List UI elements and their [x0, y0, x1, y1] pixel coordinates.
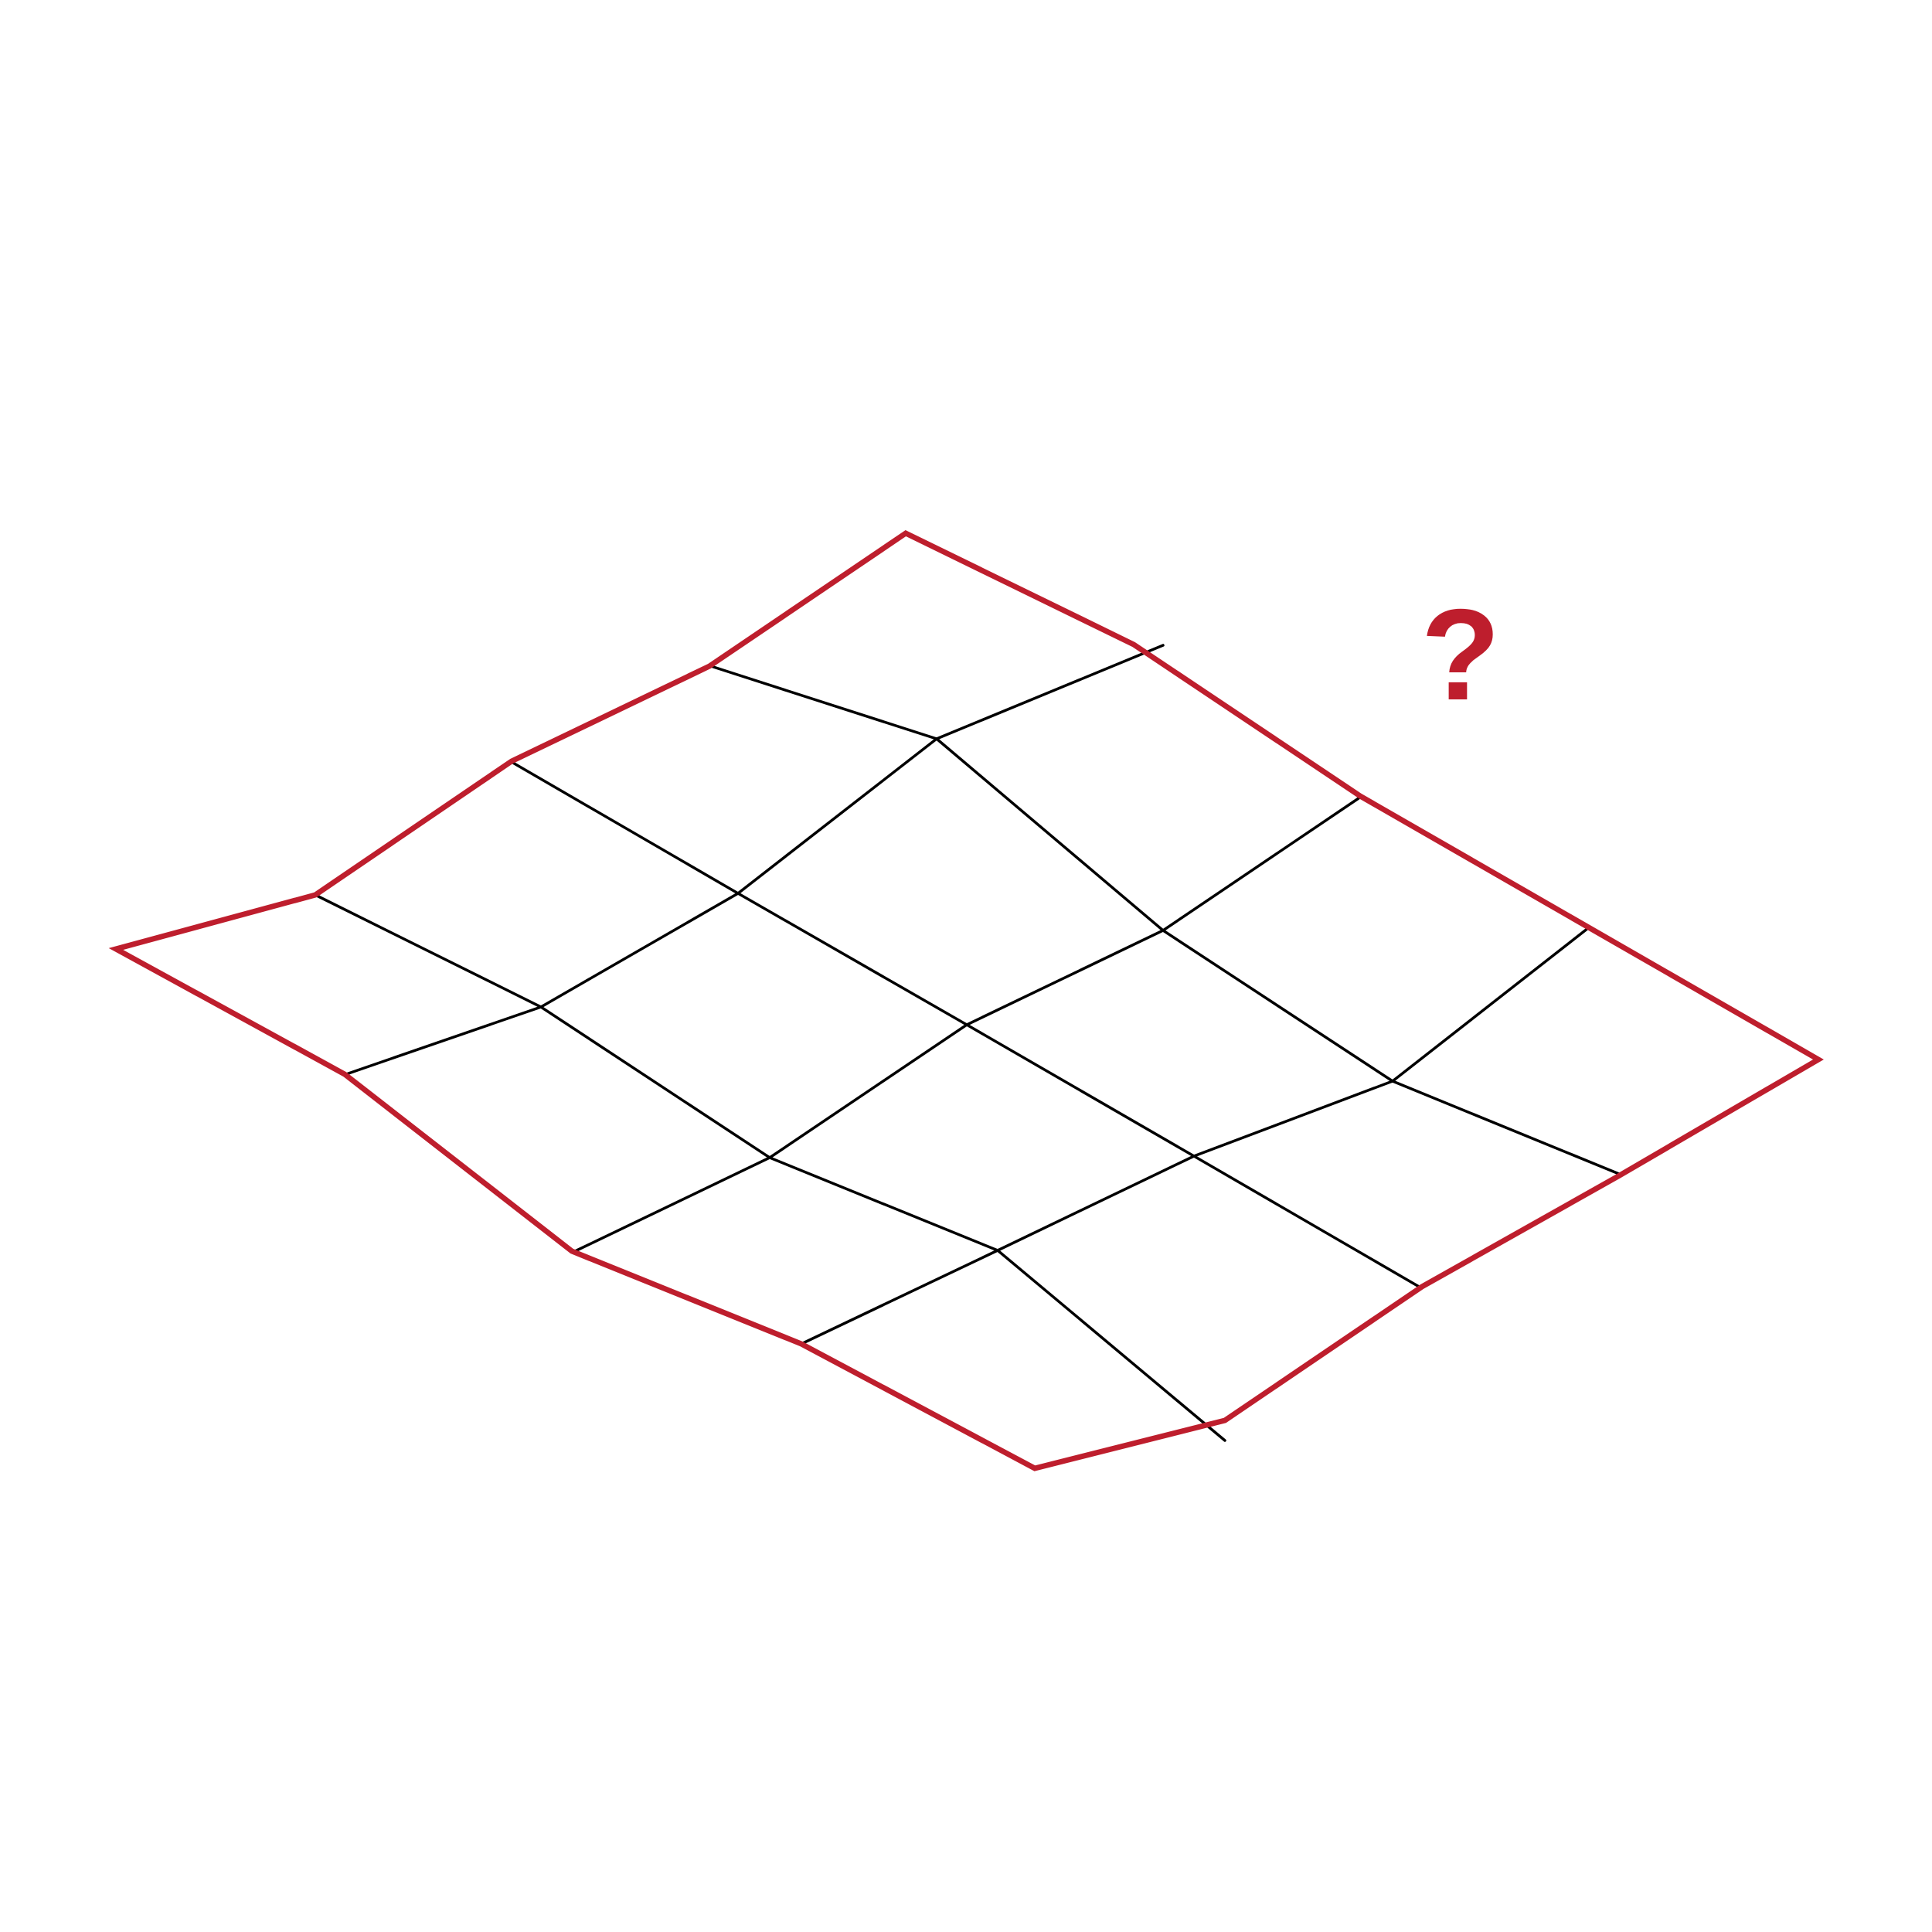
grid-line-a1 [709, 644, 1165, 740]
grid-line-b4 [935, 737, 1394, 1083]
question-mark-annotation: ? [1421, 582, 1501, 727]
grid-line-b2 [572, 797, 1360, 1253]
grid-line-b3 [801, 927, 1590, 1345]
grid-line-a3 [314, 893, 1226, 1442]
grid-line-a4 [1391, 1080, 1621, 1175]
grid-line-b1 [345, 737, 938, 1076]
interior-grid-lines [314, 644, 1621, 1442]
surface-outline [108, 529, 1824, 1471]
